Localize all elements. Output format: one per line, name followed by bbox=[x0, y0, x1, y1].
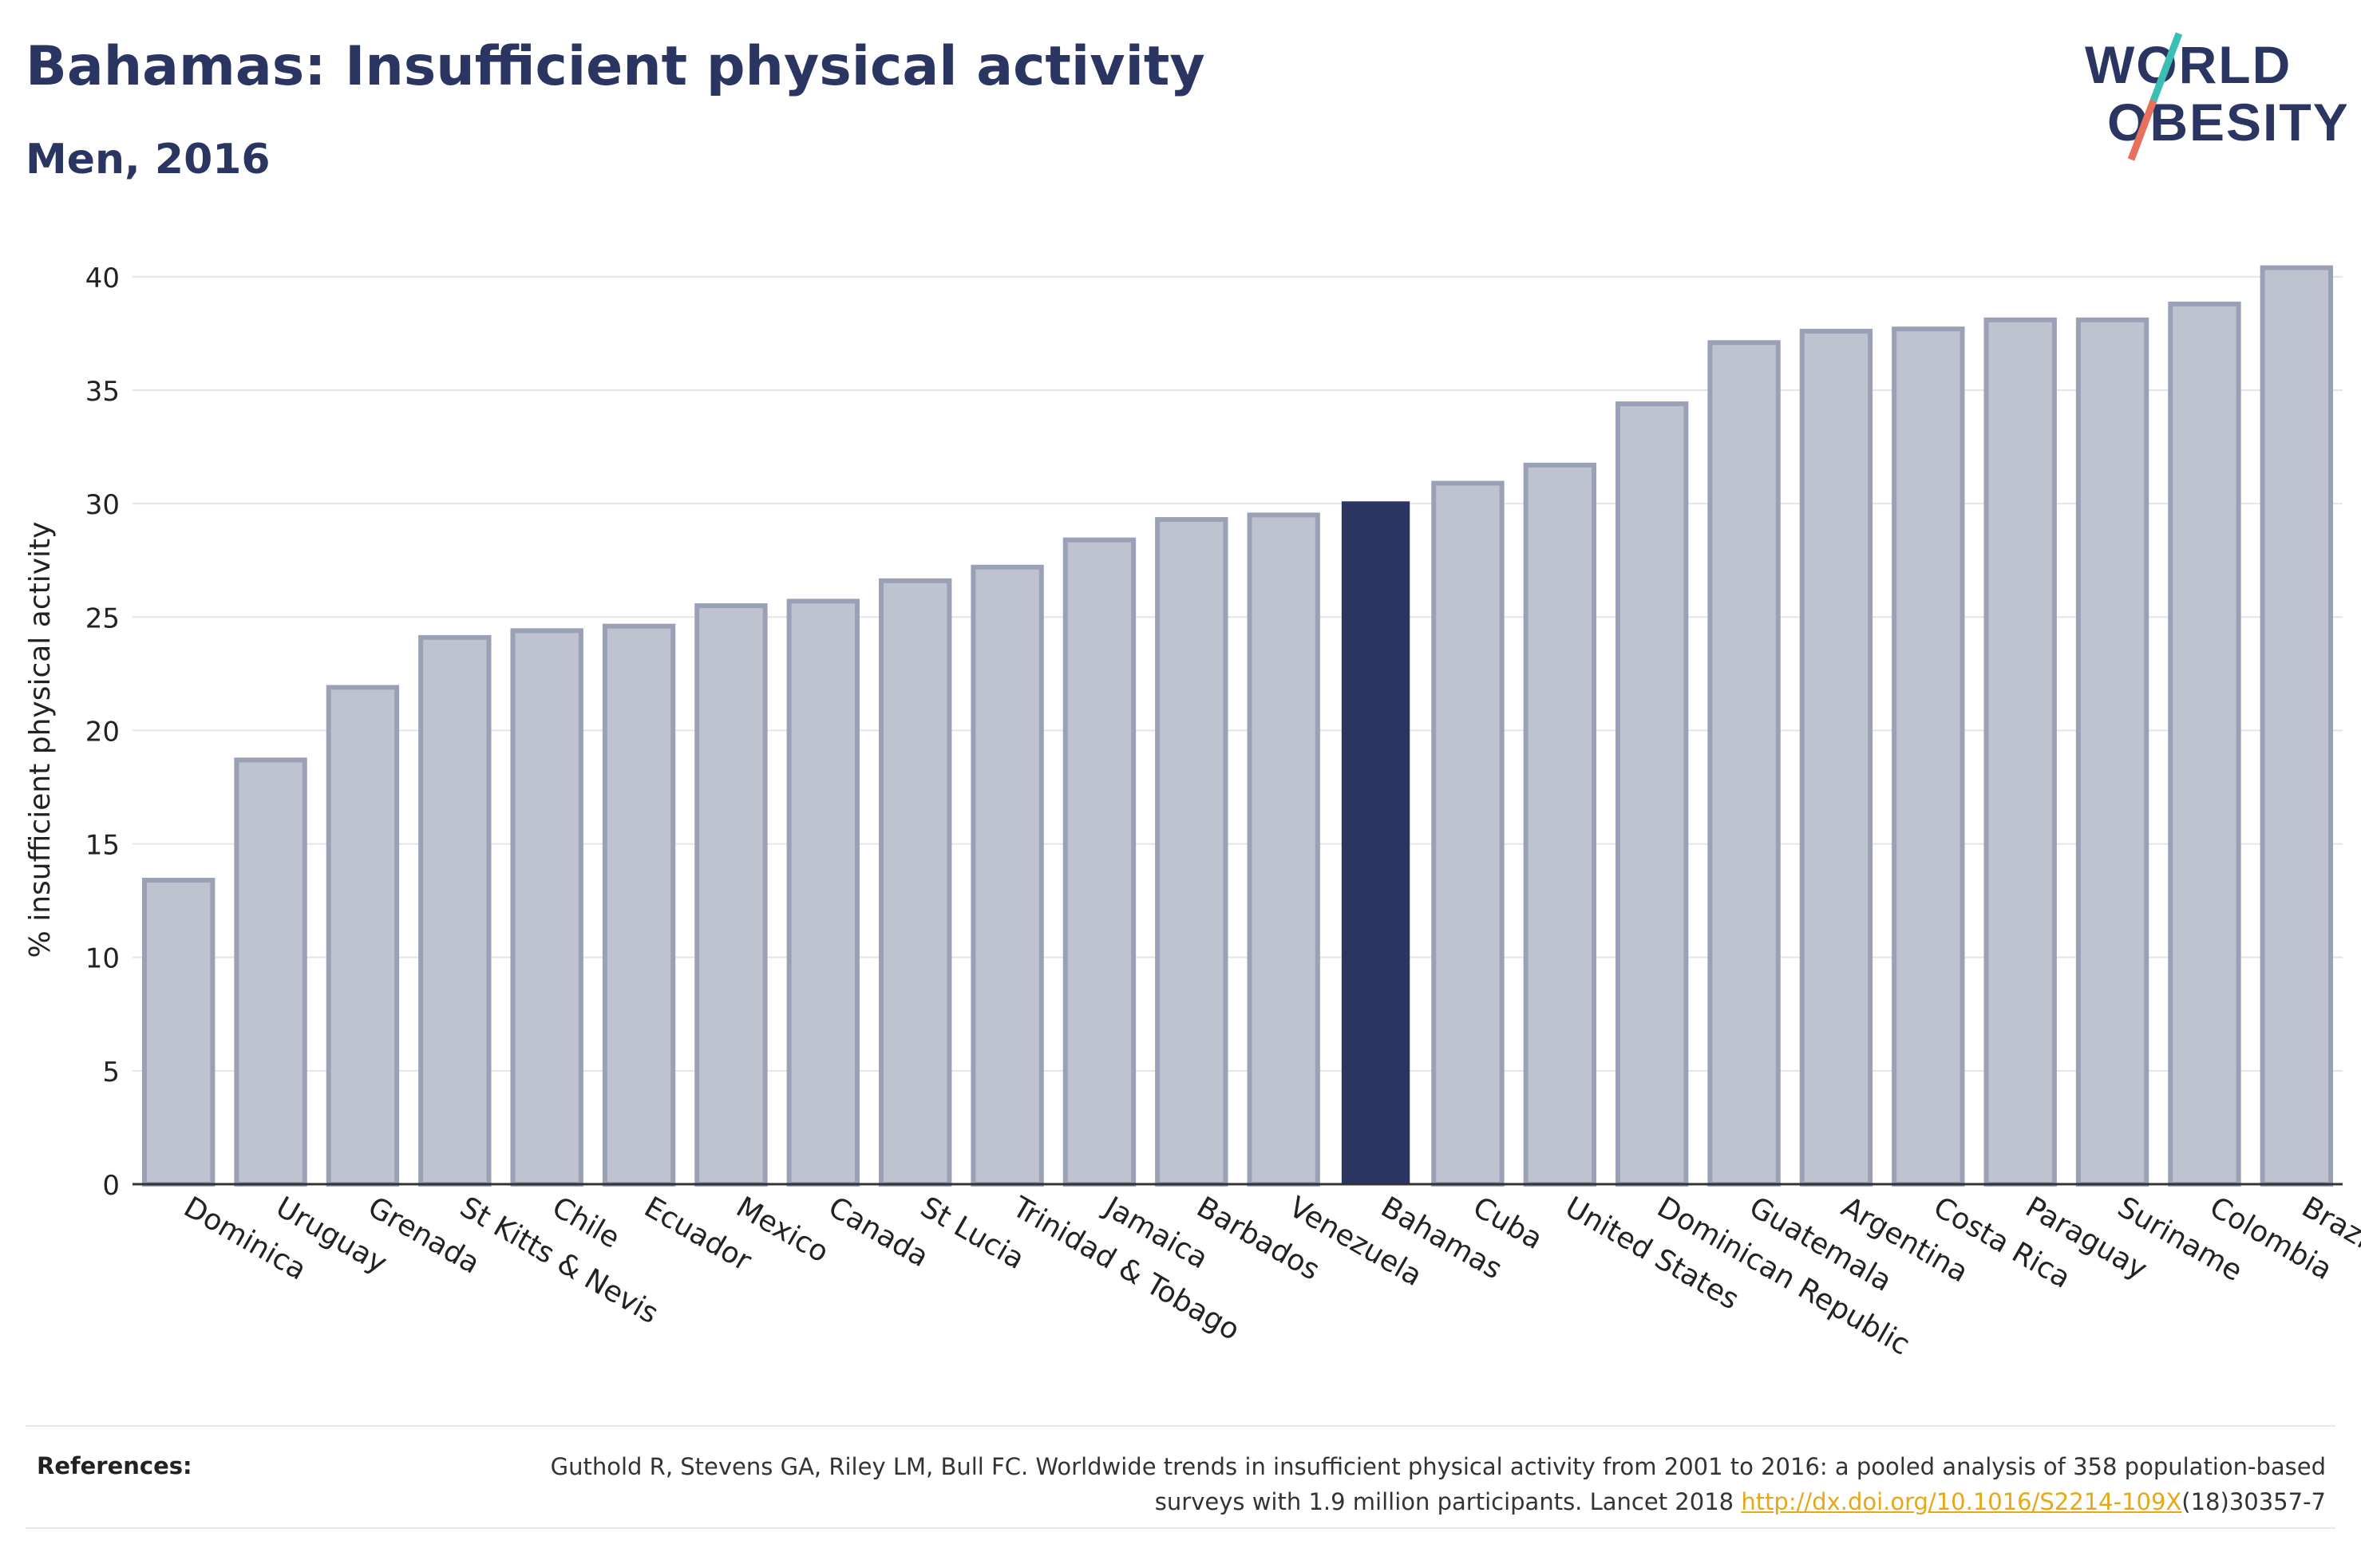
y-tick-label: 10 bbox=[85, 943, 120, 975]
bar-canada bbox=[786, 598, 860, 1187]
bar-brazil bbox=[2260, 265, 2334, 1187]
bar-suriname bbox=[2075, 317, 2149, 1187]
bar-jamaica bbox=[1062, 537, 1137, 1187]
bar-dominican-republic bbox=[1615, 401, 1689, 1187]
reference-citation: Guthold R, Stevens GA, Riley LM, Bull FC… bbox=[550, 1453, 2326, 1515]
y-tick-label: 5 bbox=[102, 1057, 120, 1088]
x-tick-label: Canada bbox=[823, 1191, 934, 1274]
bar-argentina bbox=[1799, 329, 1873, 1187]
bar-mexico bbox=[694, 603, 768, 1187]
y-tick-label: 30 bbox=[85, 489, 120, 521]
bar-bahamas bbox=[1341, 501, 1410, 1184]
bars bbox=[141, 265, 2334, 1187]
bar-cuba bbox=[1431, 480, 1505, 1187]
bar-st-lucia bbox=[878, 578, 952, 1187]
y-tick-label: 20 bbox=[85, 716, 120, 748]
references-text: Guthold R, Stevens GA, Riley LM, Bull FC… bbox=[490, 1449, 2326, 1519]
bar-dominica bbox=[141, 878, 216, 1187]
references-section: References: Guthold R, Stevens GA, Riley… bbox=[26, 1425, 2335, 1529]
bar-chile bbox=[510, 628, 583, 1187]
grid-lines bbox=[132, 275, 2343, 1072]
logo-slash-bottom bbox=[2127, 99, 2157, 161]
bar-paraguay bbox=[1983, 317, 2057, 1187]
chart-subtitle: Men, 2016 bbox=[26, 136, 271, 184]
bar-costa-rica bbox=[1892, 326, 1965, 1187]
logo-line-1: WORLD bbox=[2085, 35, 2292, 94]
bar-st-kitts-nevis bbox=[418, 634, 492, 1187]
y-tick-label: 40 bbox=[85, 263, 120, 294]
bar-trinidad-tobago bbox=[971, 564, 1044, 1187]
y-tick-label: 35 bbox=[85, 376, 120, 408]
world-obesity-logo: WORLD OBESITY bbox=[2085, 32, 2347, 161]
bar-united-states bbox=[1523, 462, 1597, 1187]
y-axis-label: % insufficient physical activity bbox=[24, 522, 57, 958]
bar-venezuela bbox=[1247, 512, 1320, 1187]
logo-slash-top bbox=[2149, 32, 2183, 102]
x-tick-label: St Lucia bbox=[915, 1191, 1030, 1276]
references-label: References: bbox=[37, 1452, 192, 1479]
y-tick-label: 0 bbox=[102, 1170, 120, 1202]
bar-guatemala bbox=[1707, 340, 1781, 1187]
reference-doi-link[interactable]: http://dx.doi.org/10.1016/S2214-109X bbox=[1741, 1488, 2182, 1515]
bar-colombia bbox=[2168, 301, 2241, 1187]
bar-chart: 0510152025303540DominicaUruguayGrenadaSt… bbox=[24, 263, 2361, 1362]
y-tick-label: 25 bbox=[85, 602, 120, 634]
y-tick-label: 15 bbox=[85, 830, 120, 862]
chart-title: Bahamas: Insufficient physical activity bbox=[26, 35, 1205, 98]
bar-uruguay bbox=[234, 757, 307, 1187]
reference-citation-suffix: (18)30357-7 bbox=[2181, 1488, 2326, 1515]
bar-barbados bbox=[1155, 517, 1228, 1187]
bar-grenada bbox=[326, 685, 400, 1187]
bar-ecuador bbox=[602, 623, 676, 1187]
